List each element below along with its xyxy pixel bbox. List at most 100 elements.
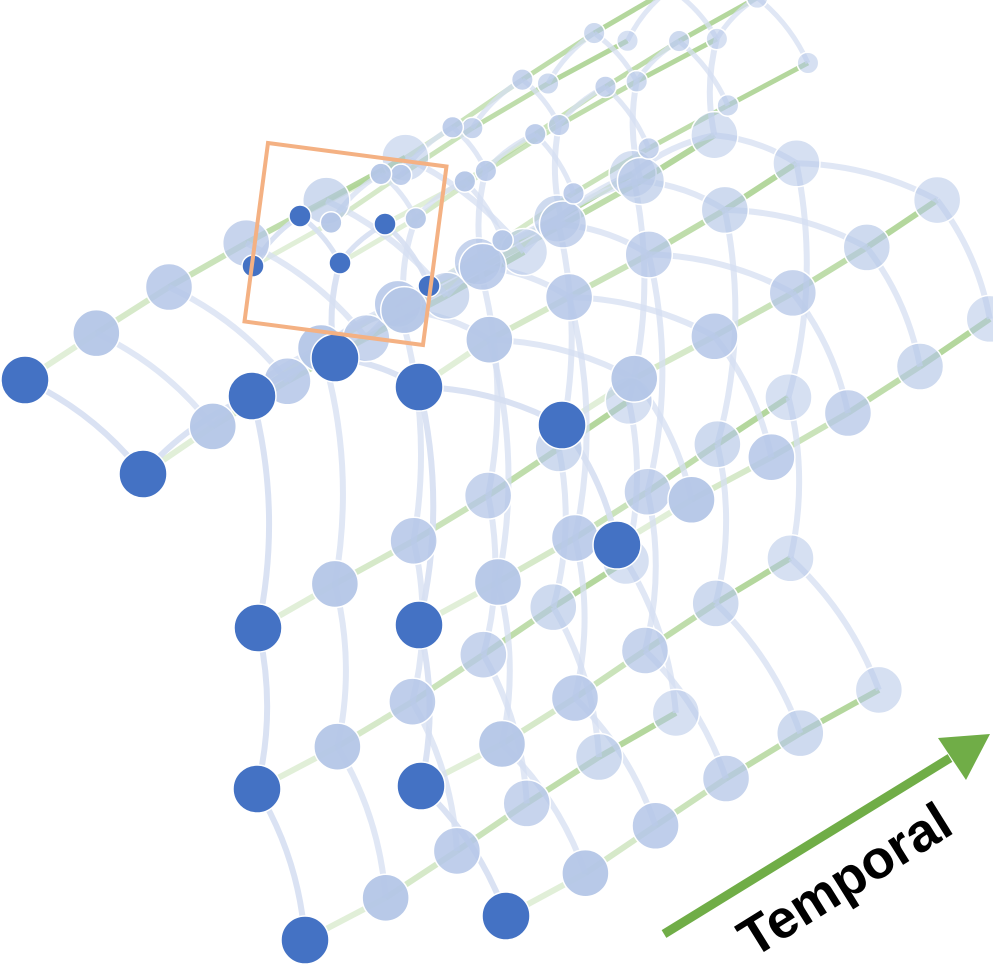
joint-faded-frame [616, 156, 666, 206]
skeleton-edge [566, 296, 590, 539]
joint-faded-frame [582, 21, 606, 45]
joint-faded-frame [561, 848, 610, 898]
joint-faded-frame [637, 136, 661, 160]
joint-faded-frame [502, 779, 552, 828]
temporal-edge [635, 36, 719, 84]
joint-faded-frame [667, 475, 716, 525]
joint-faded-frame [460, 116, 484, 140]
joint-faded-frame [651, 688, 701, 738]
joint-faded-frame [747, 432, 796, 482]
temporal-edge [726, 60, 810, 108]
joint-faded-frame [458, 242, 508, 292]
skeleton-edge [331, 583, 349, 748]
joint-faded-frame [544, 272, 594, 322]
joint-faded-frame [772, 138, 821, 188]
joint-faded-frame [690, 110, 739, 160]
joint-faded-frame [474, 159, 498, 183]
joint-faded-frame [667, 29, 691, 53]
joint-faded-frame [693, 419, 742, 469]
skeleton-edge [677, 39, 731, 107]
joint-faded-frame [144, 262, 194, 312]
skeleton-edge [416, 386, 437, 626]
joint-faded-frame [453, 169, 477, 193]
joint-faded-frame [700, 185, 750, 235]
joint-current-frame [288, 204, 312, 228]
joint-faded-frame [538, 200, 588, 249]
joint-current-frame [394, 362, 444, 412]
joint-faded-frame [823, 388, 873, 438]
joint-current-frame [396, 761, 446, 811]
joint-current-frame [280, 915, 330, 965]
joint-current-frame [328, 251, 352, 275]
joint-faded-frame [389, 163, 413, 187]
joint-faded-frame [561, 181, 586, 205]
joint-faded-frame [620, 626, 670, 675]
joint-faded-frame [796, 51, 820, 75]
temporal-edge [484, 122, 561, 174]
skeleton-edge [394, 302, 425, 542]
joint-faded-frame [768, 268, 818, 318]
temporal-arrow-head [938, 734, 990, 780]
joint-faded-frame [615, 29, 640, 53]
joint-faded-frame [745, 0, 769, 10]
skeleton-edge [318, 347, 346, 585]
joint-faded-frame [547, 113, 571, 137]
joint-faded-frame [432, 826, 482, 876]
joint-faded-frame [705, 27, 729, 51]
skeleton-edge [249, 395, 273, 629]
joint-faded-frame [441, 115, 465, 139]
joint-faded-frame [624, 230, 674, 279]
joint-faded-frame [473, 557, 523, 607]
joint-faded-frame [623, 467, 672, 517]
skeleton-edge [756, 0, 811, 65]
joint-faded-frame [854, 665, 904, 715]
joint-current-frame [592, 520, 642, 570]
joint-faded-frame [72, 308, 121, 358]
joint-faded-frame [188, 402, 238, 451]
joint-faded-frame [369, 162, 393, 186]
joint-faded-frame [523, 122, 547, 146]
joint-faded-frame [319, 211, 343, 235]
temporal-edge [557, 79, 638, 128]
joint-faded-frame [631, 801, 680, 851]
temporal-edge [592, 0, 656, 36]
joint-faded-frame [776, 708, 825, 758]
joint-faded-frame [310, 559, 360, 609]
joint-faded-frame [510, 68, 534, 92]
skeleton-edge [644, 253, 666, 493]
temporal-arrow [661, 734, 990, 938]
joint-faded-frame [550, 673, 600, 723]
joint-current-frame [394, 600, 444, 650]
joint-faded-frame [701, 754, 751, 803]
joint-current-frame [0, 355, 50, 405]
joint-faded-frame [313, 722, 362, 771]
joint-faded-frame [609, 354, 659, 403]
joint-current-frame [233, 603, 283, 653]
joint-faded-frame [593, 75, 617, 99]
joint-faded-frame [766, 533, 815, 583]
joint-current-frame [232, 764, 282, 814]
joint-current-frame [481, 891, 531, 941]
joint-faded-frame [691, 579, 740, 628]
joint-faded-frame [388, 677, 437, 726]
joint-faded-frame [477, 719, 527, 769]
joint-faded-frame [404, 206, 428, 230]
joint-current-frame [537, 400, 587, 450]
joint-faded-frame [716, 93, 740, 117]
joint-faded-frame [764, 372, 813, 422]
joint-current-frame [373, 212, 397, 236]
joint-faded-frame [625, 69, 649, 93]
temporal-arrow-shaft [661, 754, 953, 938]
joint-faded-frame [459, 630, 508, 679]
joint-faded-frame [550, 513, 600, 563]
temporal-edge [338, 216, 418, 266]
skeleton-edge [474, 260, 501, 497]
joint-current-frame [310, 333, 360, 383]
joint-faded-frame [912, 175, 962, 225]
joint-faded-frame [895, 342, 945, 391]
joint-current-frame [227, 371, 277, 421]
joint-current-frame [118, 449, 168, 499]
joint-faded-frame [536, 71, 560, 96]
joint-faded-frame [463, 471, 513, 520]
